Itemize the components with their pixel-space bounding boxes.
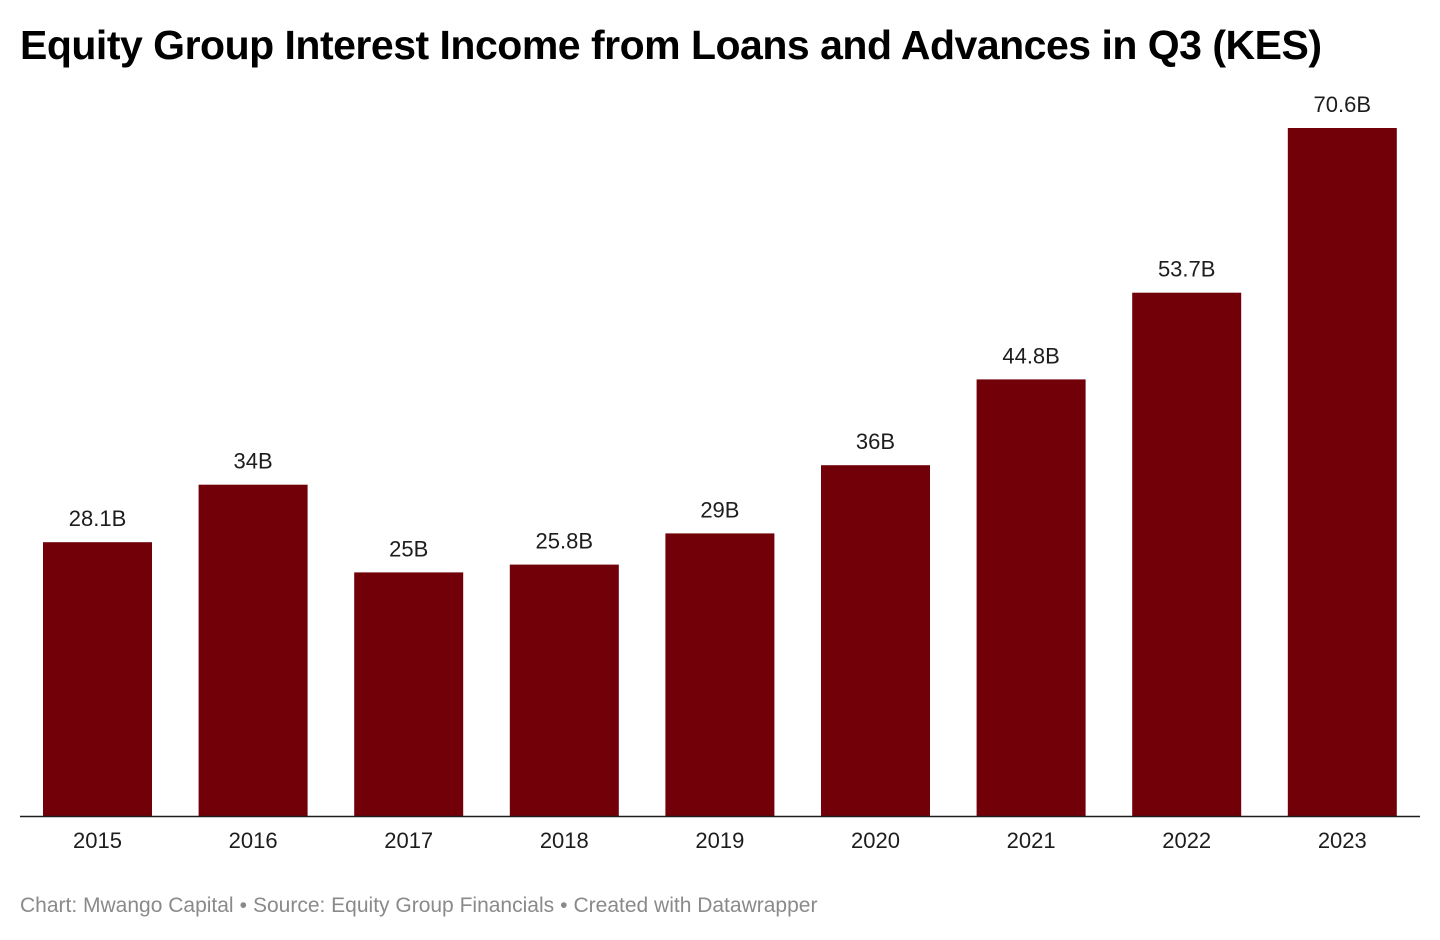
chart-credit: Chart: Mwango Capital — [20, 894, 234, 917]
bar-2023 — [1287, 128, 1397, 816]
value-label-2021: 44.8B — [1002, 343, 1060, 368]
tick-label-2015: 2015 — [73, 828, 122, 853]
value-labels-group: 28.1B 34B 25B 25.8B 29B 36B 44.8B 53.7B 70.6B — [69, 92, 1371, 561]
value-label-2023: 70.6B — [1314, 92, 1372, 117]
bar-2015 — [43, 542, 152, 816]
value-label-2015: 28.1B — [69, 506, 127, 531]
footer-separator: • — [560, 894, 568, 917]
tick-label-2022: 2022 — [1162, 828, 1211, 853]
created-with-note: Created with Datawrapper — [573, 894, 818, 917]
value-label-2017: 25B — [389, 536, 428, 561]
x-axis-tick-labels: 2015 2016 2017 2018 2019 2020 2021 2022 2023 — [73, 828, 1367, 853]
chart-title: Equity Group Interest Income from Loans … — [20, 22, 1322, 68]
bar-2017 — [354, 572, 464, 816]
value-label-2018: 25.8B — [536, 529, 594, 554]
footer-separator: • — [239, 894, 247, 917]
bar-2020 — [821, 465, 930, 816]
tick-label-2019: 2019 — [695, 828, 744, 853]
bar-2016 — [198, 484, 308, 816]
tick-label-2023: 2023 — [1318, 828, 1367, 853]
tick-label-2020: 2020 — [851, 828, 900, 853]
bars-group — [43, 128, 1397, 816]
tick-label-2016: 2016 — [229, 828, 278, 853]
value-label-2020: 36B — [856, 429, 895, 454]
value-label-2019: 29B — [700, 497, 739, 522]
value-label-2016: 34B — [234, 449, 273, 474]
bar-2022 — [1132, 292, 1242, 816]
bar-2021 — [976, 379, 1086, 816]
bar-2019 — [665, 533, 775, 816]
tick-label-2017: 2017 — [384, 828, 433, 853]
bar-2018 — [509, 564, 619, 816]
tick-label-2018: 2018 — [540, 828, 589, 853]
tick-label-2021: 2021 — [1007, 828, 1056, 853]
source-note: Source: Equity Group Financials — [252, 894, 555, 917]
value-label-2022: 53.7B — [1158, 257, 1216, 282]
chart-footer: Chart: Mwango Capital • Source: Equity Gro… — [20, 894, 817, 918]
